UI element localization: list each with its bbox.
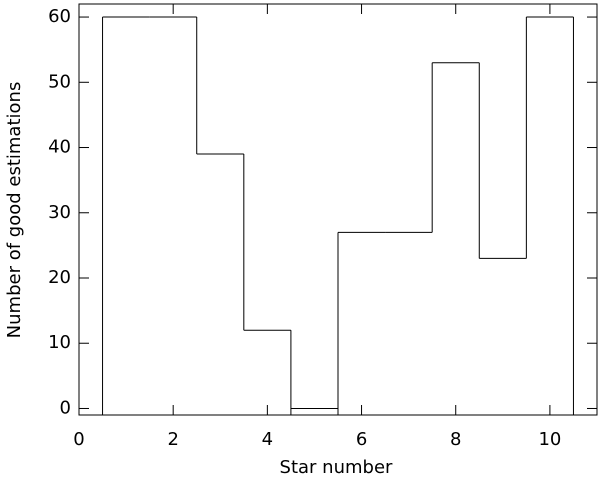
y-tick-label: 10 (48, 332, 71, 353)
x-tick-label: 0 (73, 429, 84, 450)
y-tick-label: 20 (48, 267, 71, 288)
x-axis-label: Star number (280, 457, 393, 478)
y-tick-label: 40 (48, 137, 71, 158)
x-tick-label: 10 (538, 429, 561, 450)
x-tick-label: 2 (167, 429, 178, 450)
y-tick-label: 0 (60, 397, 71, 418)
y-tick-label: 60 (48, 6, 71, 27)
y-tick-label: 30 (48, 202, 71, 223)
y-axis-label: Number of good estimations (4, 82, 25, 339)
y-tick-label: 50 (48, 71, 71, 92)
x-tick-label: 6 (356, 429, 367, 450)
x-tick-label: 4 (262, 429, 273, 450)
x-tick-label: 8 (450, 429, 461, 450)
